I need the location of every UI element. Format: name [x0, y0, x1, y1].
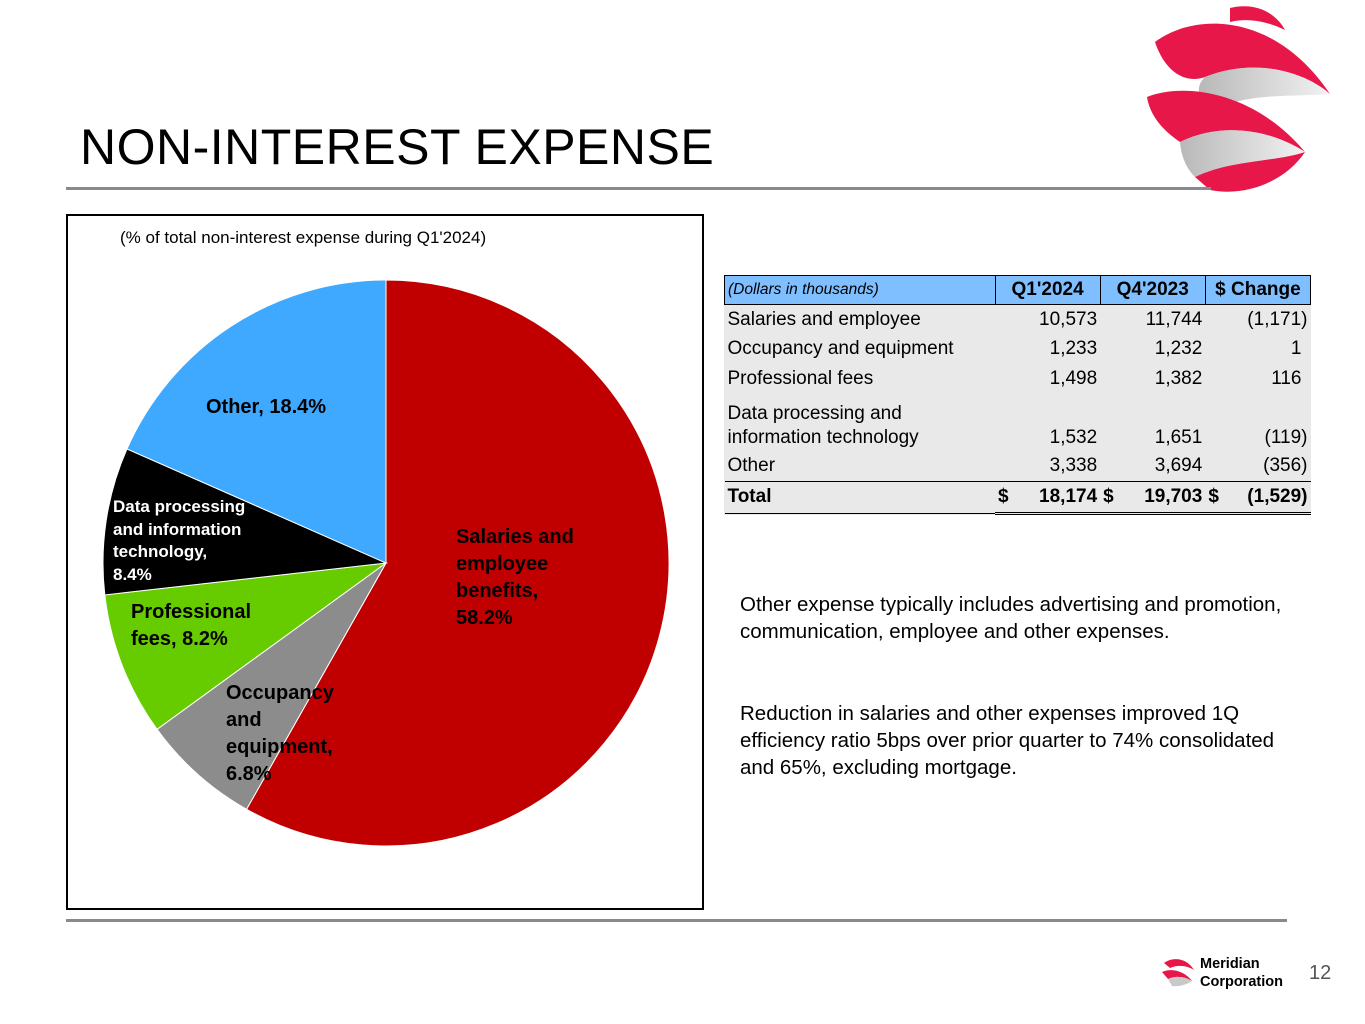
cell-change: 1 — [1290, 338, 1302, 360]
page-number: 12 — [1309, 962, 1332, 984]
total-q4-value: 19,703 — [1144, 485, 1203, 507]
table-row: Other 3,338 3,694 (356) — [725, 451, 1311, 482]
slice-label-line: 58.2% — [456, 607, 513, 629]
slice-label-line: Professional — [131, 601, 252, 623]
unit-label: (Dollars in thousands) — [724, 275, 996, 305]
pie-chart-panel: (% of total non-interest expense during … — [66, 214, 704, 910]
col-header-change: $ Change — [1204, 275, 1312, 305]
cell-q4: 11,744 — [1145, 308, 1203, 330]
company-name-line1: Meridian — [1200, 956, 1260, 972]
cell-change: 116 — [1271, 367, 1302, 389]
slice-label-line: 6.8% — [226, 763, 272, 785]
meridian-swirl-logo — [1147, 6, 1330, 192]
total-change-value: (1,529) — [1247, 485, 1308, 507]
slice-label-line: Data processing — [113, 497, 246, 516]
currency-sign: $ — [998, 485, 1009, 507]
slice-label-line: Occupancy — [226, 682, 334, 704]
cell-q1: 1,233 — [1049, 338, 1098, 360]
company-name: Meridian Corporation — [1200, 955, 1283, 991]
note-other-expense: Other expense typically includes adverti… — [740, 593, 1282, 643]
pie-slice-professional-fees — [104, 562, 388, 731]
meridian-small-logo — [1162, 959, 1194, 987]
table-header-row: (Dollars in thousands) Q1'2024 Q4'2023 $… — [724, 275, 1312, 305]
cell-q4: 1,232 — [1154, 338, 1203, 360]
footer-divider — [66, 919, 1287, 922]
expense-table: (Dollars in thousands) Q1'2024 Q4'2023 $… — [724, 275, 1312, 515]
total-q1: $18,174 — [995, 481, 1101, 515]
cell-q4: 3,694 — [1100, 451, 1206, 482]
table-row: Professional fees 1,498 1,382 116 — [725, 364, 1311, 394]
slice-label-line: fees, 8.2% — [131, 628, 228, 650]
chart-subtitle: (% of total non-interest expense during … — [120, 228, 487, 247]
col-header-q1-2024: Q1'2024 — [994, 275, 1101, 305]
pie-chart — [102, 279, 670, 847]
col-header-q4-2023: Q4'2023 — [1099, 275, 1206, 305]
currency-sign: $ — [1208, 485, 1219, 507]
pie-slice-salaries-and-employee-benefits — [245, 279, 670, 847]
slice-label-occupancy-and-equipment: Occupancy and equipment, 6.8% — [226, 680, 334, 788]
cell-change: (356) — [1205, 451, 1311, 482]
slice-label-line: and — [226, 709, 262, 731]
slice-label-line: Salaries and — [456, 526, 574, 548]
total-row: Total $18,174 $19,703 $ (1,529) — [724, 481, 1311, 515]
pie-slice-other — [126, 279, 387, 564]
row-label: Salaries and employee — [727, 308, 921, 330]
table-row: Salaries and employee 10,573 11,744 (1,1… — [725, 305, 1311, 335]
row-label: Professional fees — [727, 367, 874, 389]
row-label: Data processing and information technolog… — [725, 394, 996, 452]
slice-label-data-processing-and-information-technology: Data processing and information technology… — [113, 496, 245, 586]
total-q4: $19,703 — [1100, 481, 1206, 515]
title-divider — [66, 187, 1211, 190]
cell-q4: 1,382 — [1154, 367, 1203, 389]
slice-label-line: technology, — [113, 542, 208, 561]
slice-label-line: 8.4% — [113, 564, 152, 584]
row-label-line2: information technology — [727, 426, 919, 448]
page-title: NON-INTEREST EXPENSE — [80, 119, 715, 175]
cell-q1: 3,338 — [995, 451, 1101, 482]
slice-label-other: Other, 18.4% — [206, 394, 326, 421]
total-q1-value: 18,174 — [1039, 485, 1098, 507]
note-efficiency: Reduction in salaries and other expenses… — [740, 702, 1275, 779]
row-label: Other — [727, 455, 776, 477]
slice-label-line: and information — [113, 519, 242, 539]
total-change: $ (1,529) — [1205, 481, 1311, 515]
cell-change: (119) — [1264, 426, 1308, 448]
table-row: Occupancy and equipment 1,233 1,232 1 — [725, 335, 1311, 365]
row-label: Occupancy and equipment — [727, 338, 954, 360]
slice-label-line: employee — [456, 553, 549, 575]
slice-label-line: Other, 18.4% — [206, 396, 327, 418]
company-name-line2: Corporation — [1200, 974, 1283, 990]
cell-q1: 10,573 — [1039, 308, 1098, 330]
cell-change: (1,171) — [1247, 308, 1308, 330]
pie-slice-occupancy-and-equipment — [156, 562, 387, 810]
row-label-line1: Data processing and — [727, 402, 902, 424]
cell-q4: 1,651 — [1154, 426, 1203, 448]
cell-q1: 1,498 — [1049, 367, 1098, 389]
slice-label-professional-fees: Professional fees, 8.2% — [131, 599, 251, 653]
cell-q1: 1,532 — [1049, 426, 1098, 448]
total-label: Total — [724, 481, 996, 514]
slice-label-line: equipment, — [226, 736, 333, 758]
table-row: Data processing and information technolog… — [725, 394, 1311, 452]
pie-slice-data-processing-and-information-technology — [102, 448, 388, 596]
slice-label-line: benefits, — [456, 580, 539, 602]
slice-label-salaries-and-employee-benefits: Salaries and employee benefits, 58.2% — [456, 524, 574, 632]
currency-sign: $ — [1103, 485, 1114, 507]
